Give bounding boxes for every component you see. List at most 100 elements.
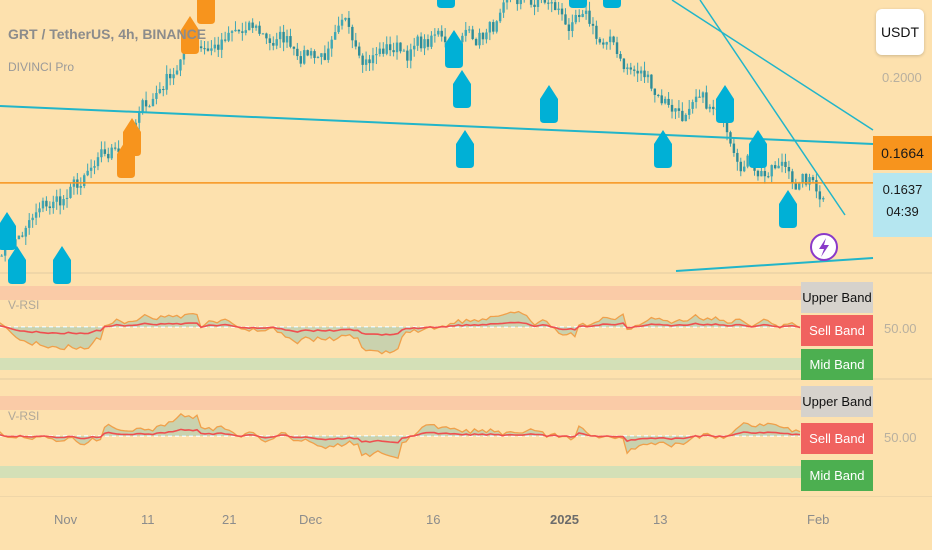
candle-body bbox=[780, 161, 784, 166]
candle-body bbox=[110, 147, 113, 159]
candle-body bbox=[31, 217, 34, 221]
candle-body bbox=[443, 36, 447, 43]
candle-body bbox=[83, 175, 86, 187]
candle-body bbox=[96, 157, 100, 167]
candle-body bbox=[241, 31, 244, 33]
candle-body bbox=[17, 235, 21, 240]
candle-body bbox=[681, 110, 684, 122]
candle-body bbox=[811, 177, 815, 181]
candle-body bbox=[643, 70, 646, 78]
candle-body bbox=[258, 25, 261, 34]
x-label-nov: Nov bbox=[54, 512, 78, 527]
candle-body bbox=[220, 39, 223, 50]
candle-body bbox=[657, 94, 660, 96]
candle-body bbox=[481, 32, 485, 40]
candle-body bbox=[419, 36, 423, 49]
candle-body bbox=[426, 39, 430, 47]
candle-body bbox=[38, 208, 41, 213]
candle-body bbox=[773, 165, 777, 169]
candle-body bbox=[285, 36, 289, 43]
candle-body bbox=[48, 206, 52, 209]
candle-body bbox=[292, 46, 296, 49]
candle-body bbox=[55, 196, 58, 202]
candle-body bbox=[223, 39, 227, 41]
buy-marker bbox=[8, 246, 26, 284]
candle-body bbox=[777, 165, 780, 169]
last-price-badge: 0.1637 04:39 bbox=[873, 173, 932, 237]
candle-body bbox=[619, 53, 622, 59]
candle-body bbox=[732, 143, 736, 153]
candle-body bbox=[736, 152, 739, 162]
candle-body bbox=[694, 96, 698, 103]
candle-body bbox=[529, 0, 533, 5]
candle-body bbox=[79, 186, 82, 188]
price-tick-label: 0.2000 bbox=[882, 70, 922, 85]
candle-body bbox=[165, 73, 168, 90]
buy-marker bbox=[716, 85, 734, 123]
candle-body bbox=[574, 14, 577, 23]
candle-body bbox=[533, 4, 536, 7]
candle-body bbox=[155, 93, 158, 99]
candle-body bbox=[571, 22, 574, 31]
candle-body bbox=[605, 42, 608, 45]
candle-body bbox=[24, 227, 27, 237]
candle-body bbox=[639, 70, 643, 74]
candle-body bbox=[206, 48, 210, 51]
candle-body bbox=[158, 89, 162, 94]
buy-marker bbox=[779, 190, 797, 228]
candle-body bbox=[763, 171, 767, 177]
pane-separator bbox=[0, 272, 932, 274]
candle-body bbox=[62, 199, 65, 206]
candle-body bbox=[93, 166, 96, 168]
candle-body bbox=[347, 17, 351, 27]
candle-body bbox=[595, 25, 598, 39]
candle-body bbox=[265, 33, 268, 39]
currency-button[interactable]: USDT bbox=[876, 9, 924, 55]
pane1-label: V-RSI bbox=[8, 298, 40, 312]
candle-body bbox=[354, 40, 357, 47]
candle-body bbox=[478, 32, 481, 46]
candle-body bbox=[815, 180, 818, 192]
candle-body bbox=[615, 42, 619, 54]
candle-body bbox=[313, 51, 316, 58]
candle-body bbox=[69, 186, 72, 198]
candle-body bbox=[330, 39, 333, 49]
candle-body bbox=[670, 104, 674, 112]
rsi-signal-line bbox=[0, 428, 801, 444]
candle-body bbox=[516, 0, 519, 5]
candle-body bbox=[536, 0, 540, 7]
candle-body bbox=[495, 21, 498, 32]
candle-body bbox=[230, 31, 234, 33]
candle-body bbox=[557, 8, 560, 11]
candle-body bbox=[107, 153, 110, 159]
candle-body bbox=[399, 42, 402, 52]
candle-body bbox=[402, 50, 406, 52]
candle-body bbox=[660, 95, 663, 104]
pane2-label: V-RSI bbox=[8, 409, 40, 423]
candle-body bbox=[646, 74, 650, 78]
candle-body bbox=[344, 17, 347, 20]
trendline bbox=[671, 0, 874, 131]
last-price-value: 0.1637 bbox=[882, 182, 923, 197]
candle-body bbox=[371, 55, 375, 64]
candle-body bbox=[289, 36, 292, 47]
candle-body bbox=[591, 23, 595, 26]
candle-body bbox=[388, 44, 392, 51]
candle-body bbox=[650, 74, 653, 89]
candle-body bbox=[464, 29, 467, 36]
x-label-feb: Feb bbox=[807, 512, 830, 527]
candle-body bbox=[303, 50, 306, 64]
candle-body bbox=[708, 106, 712, 109]
candle-body bbox=[278, 31, 282, 40]
candle-body bbox=[550, 2, 553, 4]
candle-body bbox=[598, 38, 602, 43]
candle-body bbox=[65, 197, 69, 200]
candle-body bbox=[210, 48, 213, 51]
candle-body bbox=[351, 26, 354, 41]
candle-body bbox=[327, 48, 330, 60]
candle-body bbox=[358, 46, 361, 56]
candle-body bbox=[567, 24, 571, 31]
candle-body bbox=[471, 29, 474, 40]
